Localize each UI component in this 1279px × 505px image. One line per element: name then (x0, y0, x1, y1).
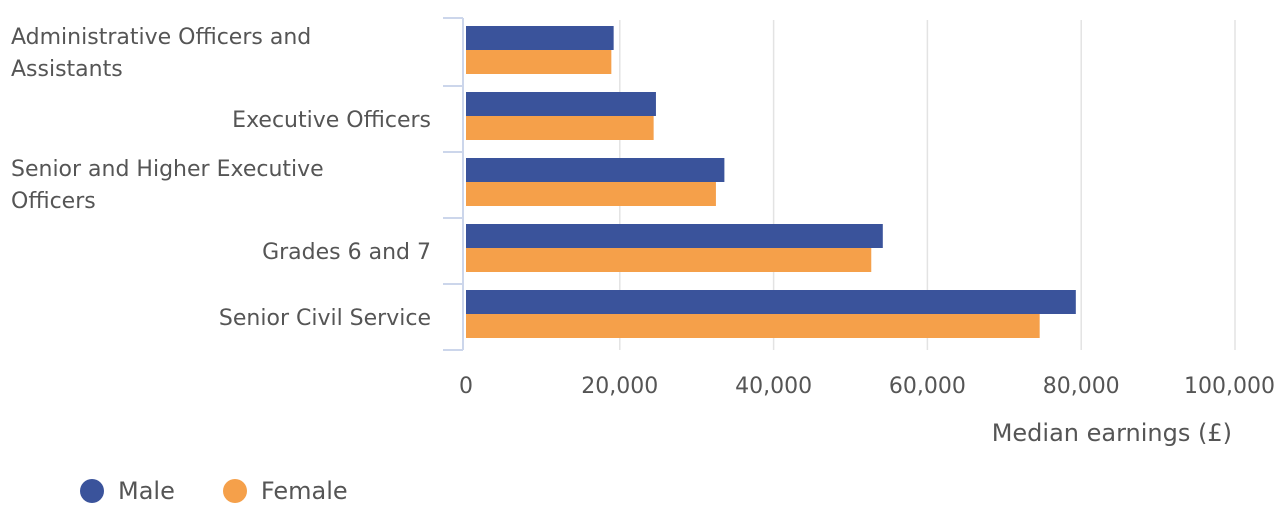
legend-swatch-female (222, 479, 247, 503)
bar-male[interactable] (466, 158, 725, 182)
category-label: Senior and Higher Executive Officers (11, 157, 324, 214)
legend-label-female: Female (260, 477, 348, 505)
legend-item-female[interactable]: Female (222, 477, 348, 505)
bar-male[interactable] (466, 92, 656, 116)
legend-item-male[interactable]: Male (80, 477, 175, 505)
legend-label-male: Male (118, 477, 175, 505)
bars (466, 26, 1076, 338)
legend-swatch-male (80, 479, 104, 503)
x-tick-label: 60,000 (889, 374, 966, 399)
x-tick-labels: 0 20,000 40,000 60,000 80,000 100,000 (459, 374, 1275, 399)
legend: Male Female (80, 477, 396, 505)
bar-chart: Administrative Officers and Assistants Exe… (11, 17, 1275, 447)
category-label: Executive Officers (232, 108, 431, 133)
y-axis (443, 17, 464, 351)
bar-female[interactable] (466, 248, 872, 272)
category-label: Grades 6 and 7 (262, 240, 431, 265)
x-tick-label: 80,000 (1043, 374, 1120, 399)
x-tick-label: 40,000 (735, 374, 812, 399)
category-label: Senior Civil Service (219, 306, 431, 331)
category-label: Administrative Officers and Assistants (11, 25, 311, 82)
x-tick-label: 100,000 (1184, 374, 1275, 399)
bar-female[interactable] (466, 116, 654, 140)
x-tick-label: 20,000 (581, 374, 658, 399)
x-axis-label: Median earnings (£) (992, 419, 1232, 447)
bar-female[interactable] (466, 314, 1040, 338)
bar-female[interactable] (466, 182, 716, 206)
x-tick-label: 0 (459, 374, 473, 399)
bar-female[interactable] (466, 50, 612, 74)
bar-male[interactable] (466, 26, 614, 50)
bar-male[interactable] (466, 290, 1076, 314)
bar-male[interactable] (466, 224, 883, 248)
category-labels: Administrative Officers and Assistants Exe… (11, 25, 431, 331)
